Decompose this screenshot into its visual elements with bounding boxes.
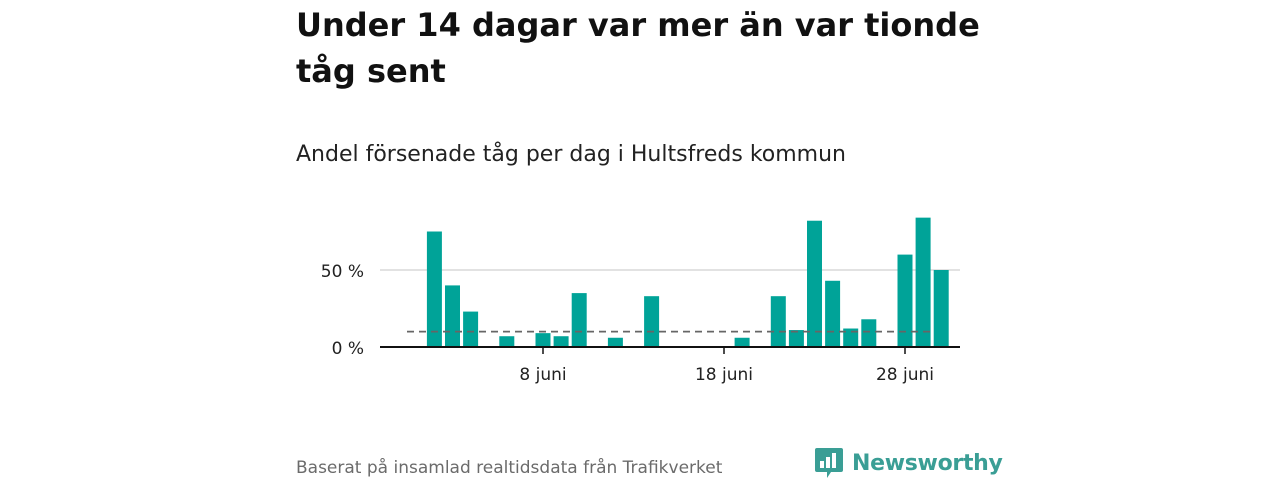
brand-name: Newsworthy xyxy=(852,450,1003,476)
bar-day-2 xyxy=(426,231,442,347)
y-tick-label: 0 % xyxy=(332,339,364,359)
chart-subtitle: Andel försenade tåg per dag i Hultsfreds… xyxy=(296,142,846,167)
bar-day-21 xyxy=(770,296,786,347)
x-tick-label: 28 juni xyxy=(876,365,934,385)
bar-day-25 xyxy=(843,328,859,347)
bar-day-4 xyxy=(463,311,479,347)
bar-day-9 xyxy=(553,336,569,347)
bar-day-28 xyxy=(897,254,913,347)
bar-day-29 xyxy=(915,217,931,347)
bar-day-19 xyxy=(734,337,750,347)
bar-day-10 xyxy=(571,293,587,347)
bar-day-30 xyxy=(933,270,949,347)
bar-day-23 xyxy=(807,220,822,347)
bar-day-26 xyxy=(861,319,877,347)
bar-day-24 xyxy=(825,280,841,347)
bar-day-6 xyxy=(499,336,515,347)
chart-title: Under 14 dagar var mer än var tionde tåg… xyxy=(296,6,980,90)
x-tick-label: 8 juni xyxy=(519,365,566,385)
y-tick-label: 50 % xyxy=(321,262,364,282)
bar-day-8 xyxy=(535,333,551,347)
source-note: Baserat på insamlad realtidsdata från Tr… xyxy=(296,458,723,478)
bar-day-12 xyxy=(607,337,623,347)
bar-day-3 xyxy=(445,285,460,347)
bar-day-14 xyxy=(644,296,660,347)
bar-chart-logo-icon xyxy=(815,448,843,478)
newsworthy-logo: Newsworthy xyxy=(814,446,1003,480)
bar-chart: 8 juni 18 juni 28 juni 0 % 50 % xyxy=(321,217,960,385)
x-tick-label: 18 juni xyxy=(695,365,753,385)
bar-day-22 xyxy=(788,330,804,347)
